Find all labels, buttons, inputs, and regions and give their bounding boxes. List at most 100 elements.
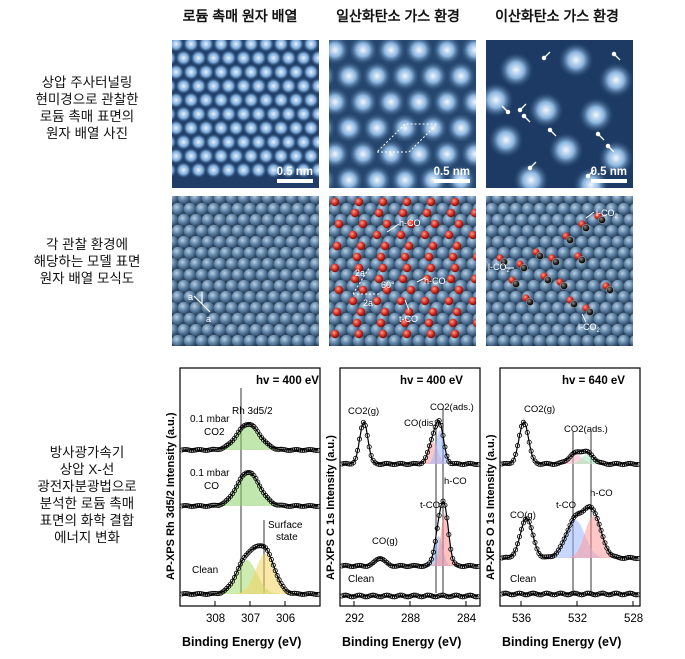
data-point: [313, 591, 319, 597]
stm-spot: [182, 119, 200, 137]
stm-spot: [302, 119, 319, 137]
rh-atom: [172, 312, 185, 326]
stm-spot: [460, 139, 476, 169]
rh-atom: [557, 268, 571, 282]
rh-atom: [557, 312, 571, 326]
rh-atom: [370, 235, 384, 249]
rh-atom: [486, 213, 493, 227]
rh-atom: [172, 301, 179, 315]
stm-spot: [295, 49, 312, 67]
rh-atom: [195, 312, 209, 326]
rh-atom: [599, 257, 613, 271]
label-lco2-2-text: l-CO: [488, 262, 507, 272]
co-molecule: [454, 219, 464, 229]
rh-atom: [207, 202, 221, 216]
co-molecule: [334, 219, 344, 229]
rh-atom: [515, 213, 529, 227]
stm-spot: [460, 87, 476, 117]
rh-atom: [309, 323, 319, 337]
rh-atom: [509, 290, 523, 304]
data-point: [440, 498, 446, 504]
label-tco: t-CO: [399, 314, 418, 324]
data-point: [428, 437, 434, 443]
rh-atom: [249, 257, 263, 271]
rh-atom: [237, 235, 251, 249]
rh-atom: [309, 257, 319, 271]
stm-spot: [227, 40, 245, 53]
stm-spot: [302, 40, 319, 53]
stm-spot: [175, 77, 192, 95]
rh-atom: [388, 334, 402, 346]
row-label-model: 각 관찰 환경에 해당하는 모델 표면 원자 배열 모식도: [33, 237, 141, 286]
rh-atom: [267, 290, 281, 304]
data-point: [511, 457, 517, 463]
rh-atom: [551, 301, 565, 315]
rh-atom: [545, 334, 559, 346]
co-molecule: [350, 274, 360, 284]
data-point: [602, 540, 608, 546]
rh-atom: [533, 290, 547, 304]
rh-atom: [491, 323, 505, 337]
stm-spot: [197, 119, 215, 137]
rh-atom: [460, 312, 474, 326]
stm-spot: [287, 63, 305, 81]
rh-atom: [219, 246, 233, 260]
data-point: [532, 540, 538, 546]
data-point: [526, 439, 532, 445]
stm-spot: [272, 147, 290, 165]
data-point: [565, 527, 571, 533]
data-point: [475, 594, 481, 600]
rh-atom: [285, 323, 299, 337]
rh-atom: [231, 202, 245, 216]
data-point: [438, 422, 444, 428]
stm-spot: [488, 122, 524, 158]
rh-atom: [261, 196, 275, 205]
stm-spot: [329, 167, 336, 188]
data-point: [516, 534, 522, 540]
rh-atom: [581, 268, 595, 282]
rh-atom: [599, 196, 613, 205]
stm-spot: [474, 68, 476, 84]
rh-atom: [183, 268, 197, 282]
rh-atom: [509, 334, 523, 346]
plot-frame: [499, 367, 641, 607]
rh-atom: [527, 196, 541, 205]
rh-atom: [243, 246, 257, 260]
rh-atom: [255, 334, 269, 346]
stm-spot: [172, 63, 185, 81]
rh-atom: [623, 301, 633, 315]
rh-atom: [539, 235, 553, 249]
rh-atom: [394, 301, 408, 315]
rh-atom: [587, 257, 601, 271]
rh-atom: [497, 312, 511, 326]
stm-spot: [235, 133, 252, 151]
co-molecule: [402, 197, 412, 207]
stm-image-clean: 0.5 nm: [172, 40, 319, 188]
stm-spot: [265, 133, 282, 151]
c-atom: [544, 276, 552, 284]
rh-atom: [605, 224, 619, 238]
stm-spot: [329, 40, 350, 65]
stm-spot: [446, 113, 476, 143]
stm-spot: [172, 119, 185, 137]
stm-spot: [334, 61, 364, 91]
stm-spot: [302, 147, 319, 165]
co-molecule: [382, 285, 392, 295]
co-molecule: [400, 252, 410, 262]
co-molecule: [354, 263, 364, 273]
stm-spot: [182, 91, 200, 109]
rh-atom: [297, 196, 311, 205]
rh-atom: [623, 257, 633, 271]
annotation-lines-co2: [506, 211, 595, 323]
rh-atom: [486, 235, 493, 249]
stm-spot: [205, 105, 222, 123]
rh-atom: [255, 290, 269, 304]
stm-spot: [250, 77, 267, 95]
rh-atom: [412, 202, 426, 216]
label-2a-2: 2a: [363, 298, 373, 308]
c-atom: [500, 258, 508, 266]
stm-spot: [390, 165, 420, 188]
rh-atom: [273, 301, 287, 315]
rh-atom: [172, 323, 179, 337]
co-molecule: [444, 230, 454, 240]
